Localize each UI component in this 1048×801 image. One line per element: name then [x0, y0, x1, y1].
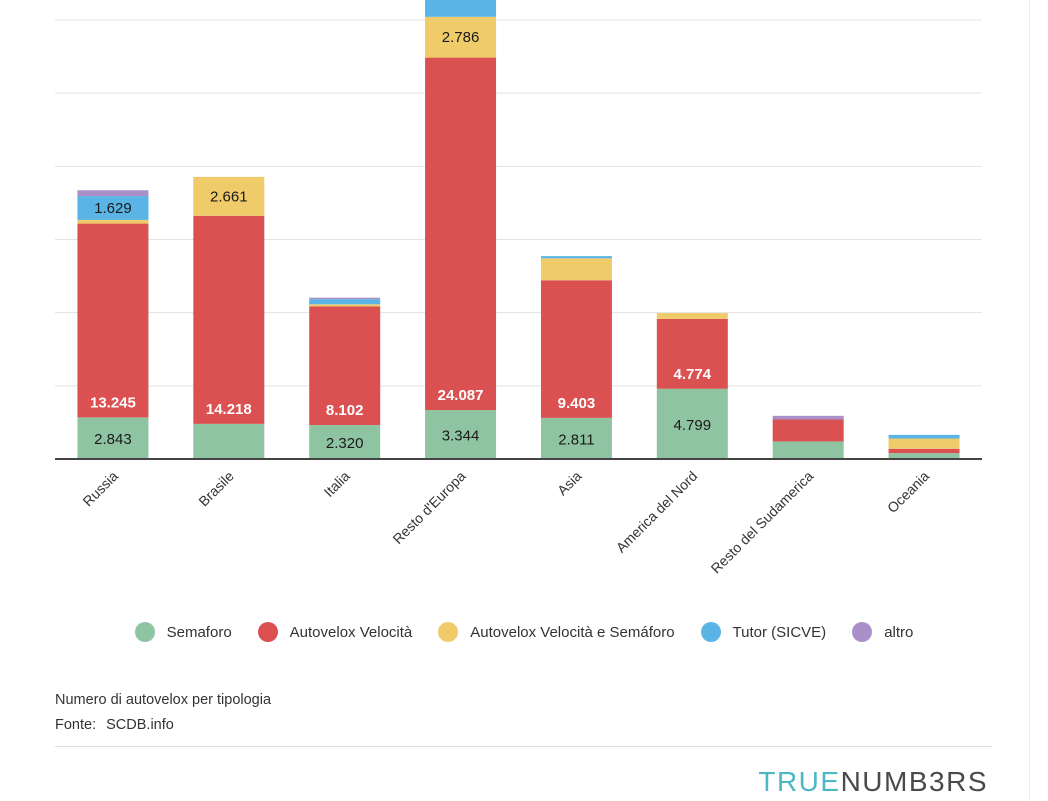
bar-segment — [77, 223, 149, 418]
legend-swatch-icon — [438, 622, 459, 642]
footer-divider — [55, 746, 992, 747]
bar-segment — [77, 219, 149, 224]
chart-description: Numero di autovelox per tipologia — [55, 692, 272, 708]
data-label: 4.774 — [674, 366, 712, 383]
source-label: Fonte: — [55, 717, 97, 733]
bar-segment — [540, 256, 612, 259]
legend-label: Tutor (SICVE) — [732, 623, 827, 641]
data-label: 2.811 — [558, 431, 594, 448]
data-label: 2.843 — [94, 431, 132, 448]
legend-label: altro — [884, 623, 914, 641]
bar-segment — [540, 417, 612, 459]
data-label: 13.245 — [90, 394, 136, 411]
data-label: 9.403 — [558, 395, 596, 412]
legend-swatch-icon — [700, 622, 721, 642]
legend-item: altro — [852, 622, 913, 642]
bar-segment — [888, 434, 960, 439]
right-border — [1029, 0, 1030, 801]
bar-segment — [77, 196, 149, 220]
category-label: Resto del Sudamerica — [708, 468, 817, 577]
bar-segment — [540, 280, 612, 418]
data-label: 1.629 — [94, 200, 132, 217]
data-label: 2.320 — [326, 435, 364, 452]
brand-part-true: TRUE — [758, 766, 841, 797]
legend-label: Semaforo — [166, 623, 232, 641]
legend-item: Tutor (SICVE) — [700, 622, 827, 642]
legend-item: Autovelox Velocità e Semáforo — [438, 622, 675, 642]
legend-item: Autovelox Velocità — [257, 622, 413, 642]
bar-segment — [425, 0, 497, 17]
bar-segment — [77, 190, 149, 197]
chart-legend: Semaforo Autovelox Velocità Autovelox Velo… — [0, 622, 1048, 642]
bar-segment — [772, 419, 844, 442]
category-label: Brasile — [195, 468, 237, 510]
chart-caption: Numero di autovelox per tipologia Fonte:… — [55, 688, 271, 738]
bar-segment — [309, 304, 381, 307]
source-value: SCDB.info — [106, 717, 174, 733]
brand-logo: TRUENUMB3RS — [758, 766, 988, 798]
bar-segment — [888, 438, 960, 449]
brand-part-numbers: NUMB3RS — [840, 766, 988, 797]
category-label: America del Nord — [613, 468, 701, 556]
bar-segment — [193, 215, 265, 424]
bar-segment — [425, 16, 497, 58]
bar-segment — [656, 388, 728, 459]
data-label: 3.344 — [442, 428, 480, 445]
legend-label: Autovelox Velocità — [289, 623, 413, 641]
category-label: Russia — [79, 468, 121, 510]
bar-segment — [888, 448, 960, 454]
data-label: 8.102 — [326, 402, 364, 419]
bar-segment — [309, 299, 381, 305]
bar-segment — [193, 423, 265, 459]
bar-segment — [772, 415, 844, 420]
legend-item: Semaforo — [134, 622, 232, 642]
bar-segment — [425, 410, 497, 459]
bar-segment — [888, 453, 960, 459]
bar-segment — [425, 57, 497, 411]
data-label: 4.799 — [674, 417, 712, 434]
stacked-bar-chart: Russia 2.843 13.245 1.629 Brasile 14.218 2.661… — [55, 0, 982, 577]
legend-swatch-icon — [852, 622, 873, 642]
bar-segment — [540, 258, 612, 281]
source-line: Fonte: SCDB.info — [55, 713, 271, 738]
bar-segment — [656, 318, 728, 389]
legend-swatch-icon — [134, 622, 155, 642]
category-label: Oceania — [884, 468, 932, 516]
data-label: 2.786 — [442, 29, 480, 46]
category-label: Italia — [321, 468, 353, 500]
data-label: 14.218 — [206, 401, 252, 418]
legend-swatch-icon — [257, 622, 278, 642]
data-label: 24.087 — [438, 387, 484, 404]
category-label: Resto d'Europa — [389, 468, 468, 547]
data-label: 2.661 — [210, 188, 248, 205]
bar-segment — [77, 417, 149, 459]
bar-segment — [309, 425, 381, 459]
bar-segment — [309, 306, 381, 426]
bar-segment — [772, 441, 844, 459]
category-label: Asia — [554, 468, 585, 499]
bar-segment — [309, 297, 381, 300]
bar-segment — [656, 313, 728, 319]
bar-segment — [193, 176, 265, 216]
legend-label: Autovelox Velocità e Semáforo — [470, 623, 675, 641]
